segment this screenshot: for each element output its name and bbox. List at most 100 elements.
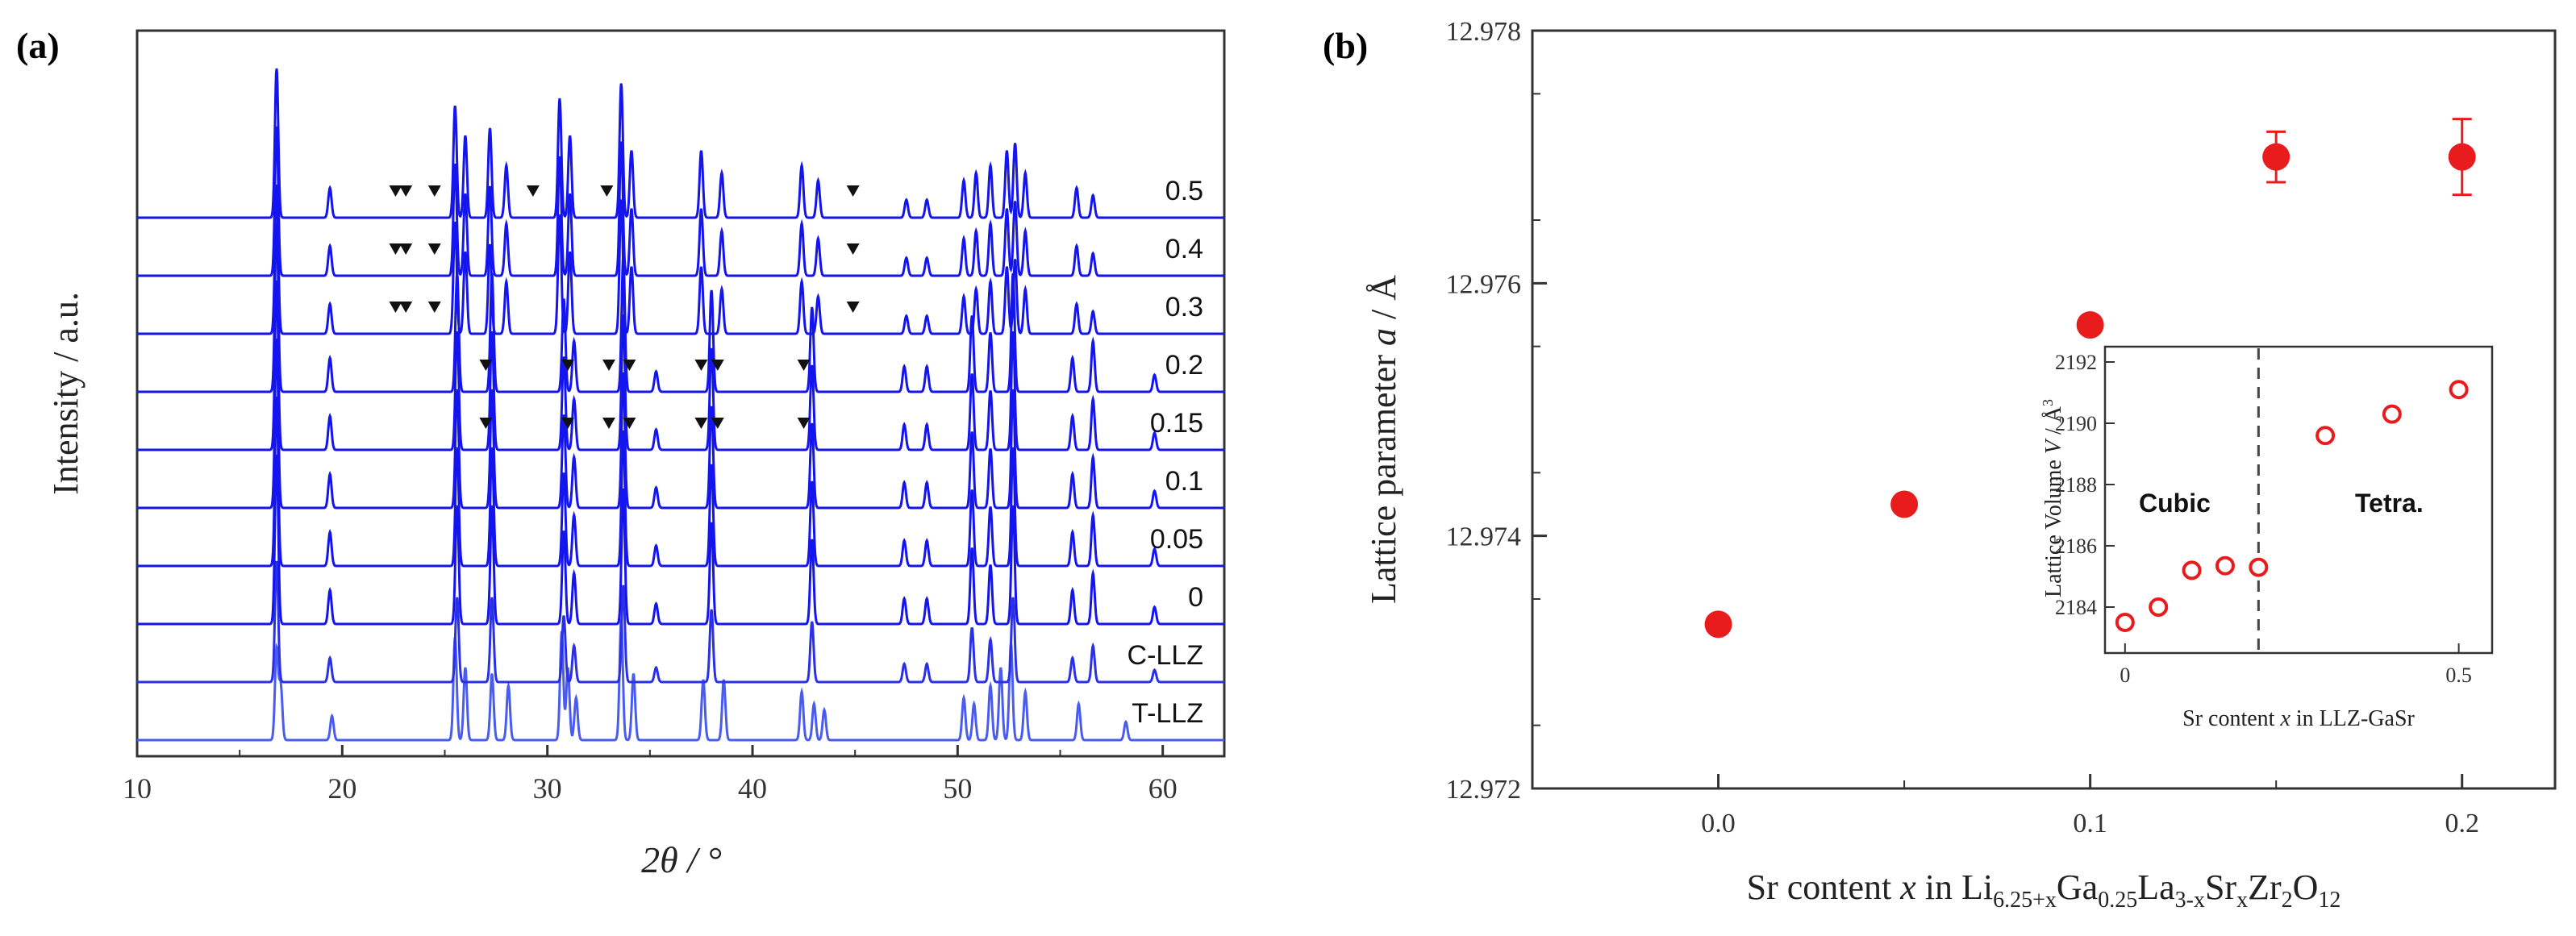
xrd-peak-marker [561, 418, 575, 429]
xrd-peak-marker [479, 418, 493, 429]
xrd-trace-labels: T-LLZ C-LLZ 0 0.05 0.1 0.15 0.2 0.3 0.4 0.5 [1128, 176, 1203, 729]
inset-point [2382, 404, 2402, 424]
lattice-point [2076, 311, 2104, 339]
inset-point [2182, 560, 2202, 580]
lattice-y-tick-label: 12.978 [1446, 17, 1522, 47]
lattice-y-axis-label: Lattice parameter a / Å [1364, 275, 1403, 604]
xrd-peak-marker [623, 360, 636, 371]
xrd-peak-marker [399, 185, 413, 197]
xrd-trace-label: 0.3 [1165, 292, 1203, 322]
xrd-trace-label: C-LLZ [1128, 640, 1203, 671]
xrd-x-tick-label: 30 [533, 772, 562, 805]
xrd-trace [137, 618, 1224, 742]
inset-x-tick-label: 0.5 [2445, 664, 2472, 687]
xrd-peak-marker [797, 360, 811, 371]
lattice-y-tick-label: 12.972 [1446, 775, 1522, 805]
xrd-peak-marker [694, 360, 708, 371]
lattice-y-tick-label: 12.974 [1446, 522, 1522, 552]
xrd-x-tick-label: 10 [123, 772, 152, 805]
xrd-trace [137, 184, 1224, 335]
inset-point [2115, 613, 2135, 632]
inset-point [2215, 555, 2235, 576]
inset-point [2249, 557, 2269, 577]
xrd-x-tick-label: 60 [1148, 772, 1178, 805]
xrd-peak-marker [389, 185, 402, 197]
lattice-point [2448, 143, 2476, 171]
lattice-x-ticks: 0.0 0.1 0.2 [1701, 774, 2479, 838]
inset-point [2149, 597, 2169, 617]
xrd-peak-marker [694, 418, 708, 429]
xrd-peak-marker [561, 360, 575, 371]
xrd-trace [137, 454, 1224, 626]
inset-y-tick-label: 2190 [2055, 412, 2097, 435]
lattice-x-tick-label: 0.0 [1701, 809, 1736, 838]
xrd-x-axis-label: 2θ / ° [641, 839, 722, 880]
xrd-trace [137, 222, 1224, 393]
xrd-trace-label: 0.05 [1150, 524, 1203, 555]
inset-x-axis-label: Sr content x in LLZ-GaSr [2182, 706, 2415, 731]
xrd-trace [137, 560, 1224, 684]
panel-a-label: (a) [16, 25, 60, 66]
lattice-y-ticks: 12.972 12.974 12.976 12.978 [1446, 17, 1547, 805]
xrd-peak-marker [427, 302, 441, 313]
xrd-peak-marker [602, 418, 615, 429]
xrd-trace [137, 68, 1224, 219]
inset-point [2449, 380, 2469, 400]
xrd-x-tick-label: 40 [738, 772, 767, 805]
xrd-trace-label: 0.1 [1165, 466, 1203, 497]
lattice-points [1704, 118, 2476, 639]
lattice-y-tick-label: 12.976 [1446, 269, 1522, 299]
inset-y-tick-label: 2186 [2055, 535, 2097, 558]
xrd-trace-label: 0.2 [1165, 350, 1203, 381]
xrd-x-tick-label: 20 [327, 772, 356, 805]
lattice-plot-frame [1531, 29, 2557, 790]
lattice-point [1704, 610, 1732, 639]
xrd-plot-area: T-LLZ C-LLZ 0 0.05 0.1 0.15 0.2 0.3 0.4 0.5 10 20 3… [123, 29, 1226, 805]
xrd-trace-label: 0 [1188, 582, 1203, 613]
xrd-peak-marker [623, 418, 636, 429]
lattice-point [2262, 143, 2290, 171]
xrd-peak-marker [399, 302, 413, 313]
xrd-peak-marker [602, 360, 615, 371]
lattice-point [1890, 490, 1919, 518]
inset-x-tick-label: 0 [2120, 664, 2130, 687]
xrd-x-tick-label: 50 [943, 772, 972, 805]
lattice-plot-area: 12.972 12.974 12.976 12.978 0.0 0.1 0.2 [1446, 17, 2557, 838]
xrd-traces [137, 68, 1224, 742]
xrd-peak-marker [526, 185, 540, 197]
xrd-trace [137, 126, 1224, 277]
xrd-peak-marker [600, 185, 614, 197]
inset-y-ticks: 2184 2186 2188 2190 2192 [2055, 351, 2115, 619]
xrd-peak-marker [846, 185, 860, 197]
inset-y-axis-label: Lattice Volume V / Å3 [2040, 399, 2066, 597]
inset-tetra-label: Tetra. [2355, 489, 2424, 518]
lattice-x-tick-label: 0.1 [2073, 809, 2107, 838]
xrd-peak-marker [427, 185, 441, 197]
inset-points [2115, 380, 2469, 632]
inset-cubic-label: Cubic [2139, 489, 2211, 518]
xrd-peak-marker [711, 360, 724, 371]
xrd-x-ticks: 10 20 30 40 50 60 [123, 745, 1178, 805]
xrd-peak-marker [846, 302, 860, 313]
panel-b-label: (b) [1323, 25, 1368, 66]
xrd-peak-marker [399, 243, 413, 255]
xrd-trace-label: 0.5 [1165, 176, 1203, 206]
xrd-peak-marker [427, 243, 441, 255]
xrd-peak-marker [846, 243, 860, 255]
xrd-trace-label: T-LLZ [1132, 698, 1203, 729]
xrd-trace [137, 396, 1224, 568]
inset-point [2315, 426, 2336, 446]
inset-y-tick-label: 2184 [2055, 596, 2097, 619]
inset-frame [2103, 345, 2494, 655]
xrd-peak-marker [797, 418, 811, 429]
xrd-y-axis-label: Intensity / a.u. [46, 292, 85, 495]
xrd-peak-marker [389, 302, 402, 313]
xrd-trace-label: 0.4 [1165, 234, 1203, 264]
xrd-trace-label: 0.15 [1150, 408, 1203, 439]
lattice-x-tick-label: 0.2 [2445, 809, 2479, 838]
inset-y-tick-label: 2192 [2055, 351, 2097, 374]
xrd-peak-marker [479, 360, 493, 371]
xrd-plot-frame [135, 29, 1226, 758]
